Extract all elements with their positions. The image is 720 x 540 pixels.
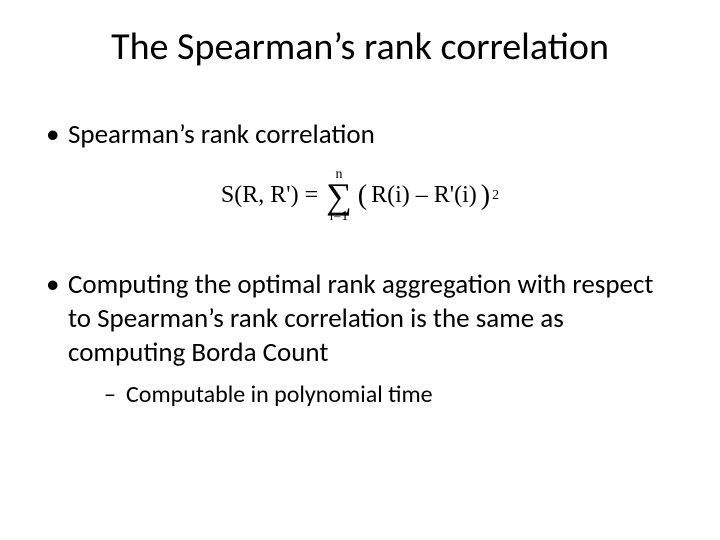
formula-container: S(R, R') = n ∑ i=1 ( R(i) – R'(i) )2 <box>40 168 680 224</box>
bullet-item-1: Spearman’s rank correlation <box>40 118 680 152</box>
slide-title: The Spearman’s rank correlation <box>40 24 680 70</box>
left-paren: ( <box>358 180 367 212</box>
sum-lower-limit: i=1 <box>330 210 349 224</box>
bullet-2-text: Computing the optimal rank aggregation w… <box>68 268 653 369</box>
sub-bullet-item-1: Computable in polynomial time <box>104 379 680 410</box>
summation-block: n ∑ i=1 <box>326 168 352 224</box>
formula-exponent: 2 <box>492 188 499 204</box>
formula-inner: R(i) – R'(i) <box>371 182 477 209</box>
bullet-list: Spearman’s rank correlation <box>40 118 680 152</box>
bullet-1-text: Spearman’s rank correlation <box>68 118 375 151</box>
sigma-symbol: ∑ <box>326 180 352 212</box>
bullet-item-2: Computing the optimal rank aggregation w… <box>40 268 680 410</box>
sub-bullet-1-text: Computable in polynomial time <box>126 380 433 409</box>
spearman-formula: S(R, R') = n ∑ i=1 ( R(i) – R'(i) )2 <box>221 168 499 224</box>
formula-lhs: S(R, R') = <box>221 182 318 209</box>
sub-bullet-list: Computable in polynomial time <box>68 379 680 410</box>
right-paren: ) <box>481 180 490 212</box>
bullet-list-2: Computing the optimal rank aggregation w… <box>40 268 680 410</box>
